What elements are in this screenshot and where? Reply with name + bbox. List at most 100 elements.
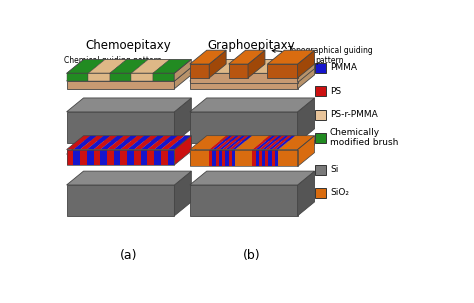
Polygon shape <box>174 98 191 143</box>
Polygon shape <box>268 150 272 166</box>
Polygon shape <box>134 150 141 165</box>
Polygon shape <box>222 136 242 150</box>
Polygon shape <box>73 136 97 150</box>
Polygon shape <box>190 150 209 166</box>
Polygon shape <box>190 64 209 78</box>
Polygon shape <box>278 136 315 150</box>
Text: Topographical guiding
pattern: Topographical guiding pattern <box>272 46 373 65</box>
Polygon shape <box>225 150 228 166</box>
Polygon shape <box>190 67 315 81</box>
Polygon shape <box>190 136 226 150</box>
Polygon shape <box>174 136 191 165</box>
Polygon shape <box>278 150 298 166</box>
Polygon shape <box>174 171 191 216</box>
Polygon shape <box>209 136 229 150</box>
Polygon shape <box>66 136 90 150</box>
Polygon shape <box>147 136 171 150</box>
Polygon shape <box>190 73 298 82</box>
Polygon shape <box>127 136 151 150</box>
Polygon shape <box>298 140 315 159</box>
Polygon shape <box>66 171 191 185</box>
Polygon shape <box>66 154 174 159</box>
Polygon shape <box>190 59 315 73</box>
Polygon shape <box>190 171 315 185</box>
Text: (b): (b) <box>243 249 260 262</box>
Text: (a): (a) <box>119 249 137 262</box>
Polygon shape <box>252 150 255 166</box>
Polygon shape <box>109 73 131 81</box>
Polygon shape <box>88 73 109 81</box>
Polygon shape <box>232 136 252 150</box>
Polygon shape <box>141 150 147 165</box>
Polygon shape <box>259 150 262 166</box>
Polygon shape <box>248 50 265 78</box>
Polygon shape <box>100 150 107 165</box>
Polygon shape <box>235 150 252 166</box>
Polygon shape <box>272 136 292 150</box>
Polygon shape <box>190 112 298 143</box>
Polygon shape <box>66 67 191 81</box>
Polygon shape <box>80 150 87 165</box>
Polygon shape <box>228 136 249 150</box>
Polygon shape <box>272 150 275 166</box>
Polygon shape <box>190 50 226 64</box>
Bar <box>315 86 326 96</box>
Polygon shape <box>114 136 137 150</box>
Text: Si: Si <box>330 165 338 174</box>
Polygon shape <box>66 81 174 89</box>
Polygon shape <box>259 136 279 150</box>
Polygon shape <box>134 136 158 150</box>
Polygon shape <box>66 185 174 216</box>
Polygon shape <box>153 59 191 73</box>
Polygon shape <box>109 59 148 73</box>
Bar <box>315 165 326 175</box>
Text: PS-r-PMMA: PS-r-PMMA <box>330 110 378 119</box>
Polygon shape <box>212 150 216 166</box>
Polygon shape <box>209 150 212 166</box>
Polygon shape <box>267 50 315 64</box>
Polygon shape <box>275 136 295 150</box>
Polygon shape <box>255 150 259 166</box>
Polygon shape <box>141 136 164 150</box>
Polygon shape <box>265 150 268 166</box>
Polygon shape <box>298 67 315 89</box>
Polygon shape <box>114 150 120 165</box>
Polygon shape <box>87 136 110 150</box>
Text: PS: PS <box>330 87 341 95</box>
Polygon shape <box>66 112 174 143</box>
Polygon shape <box>120 136 144 150</box>
Polygon shape <box>298 136 315 166</box>
Polygon shape <box>228 64 248 78</box>
Polygon shape <box>93 136 117 150</box>
Polygon shape <box>147 150 154 165</box>
Polygon shape <box>80 136 104 150</box>
Polygon shape <box>268 136 289 150</box>
Polygon shape <box>298 59 315 82</box>
Polygon shape <box>275 150 278 166</box>
Polygon shape <box>174 140 191 159</box>
Text: Chemoepitaxy: Chemoepitaxy <box>85 39 171 52</box>
Polygon shape <box>216 150 219 166</box>
Bar <box>315 63 326 73</box>
Polygon shape <box>232 150 235 166</box>
Polygon shape <box>120 150 127 165</box>
Bar <box>315 133 326 143</box>
Polygon shape <box>262 136 282 150</box>
Polygon shape <box>131 59 170 73</box>
Polygon shape <box>298 171 315 216</box>
Polygon shape <box>107 150 114 165</box>
Polygon shape <box>228 150 232 166</box>
Polygon shape <box>209 50 226 78</box>
Text: PMMA: PMMA <box>330 63 357 72</box>
Polygon shape <box>252 136 273 150</box>
Polygon shape <box>228 50 265 64</box>
Polygon shape <box>66 73 88 81</box>
Polygon shape <box>153 73 174 81</box>
Polygon shape <box>212 136 233 150</box>
Polygon shape <box>190 98 315 112</box>
Polygon shape <box>168 136 191 150</box>
Polygon shape <box>225 136 246 150</box>
Polygon shape <box>88 59 127 73</box>
Text: Graphoepitaxy: Graphoepitaxy <box>208 39 295 52</box>
Polygon shape <box>190 140 315 154</box>
